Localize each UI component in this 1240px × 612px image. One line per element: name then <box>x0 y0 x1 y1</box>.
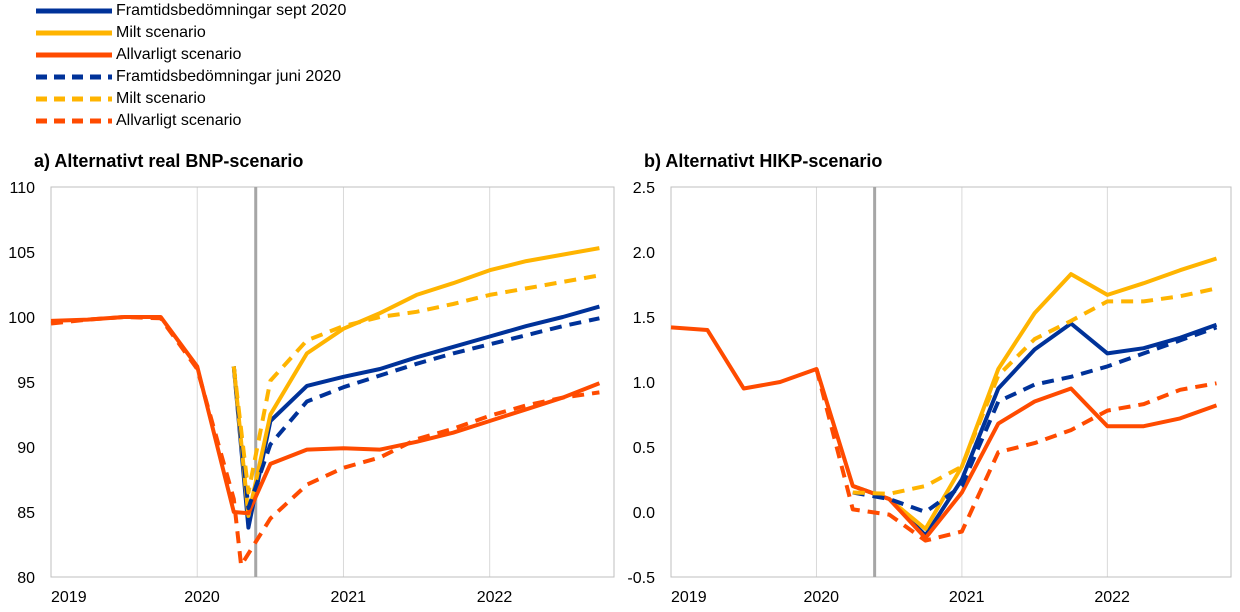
x-tick-label: 2022 <box>477 589 513 606</box>
x-tick-label: 2019 <box>51 589 87 606</box>
x-tick-label: 2021 <box>949 589 985 606</box>
series-line <box>50 315 601 516</box>
x-tick-label: 2021 <box>330 589 366 606</box>
legend-item: Framtidsbedömningar sept 2020 <box>34 0 346 22</box>
panel-b-title: b) Alternativt HIKP-scenario <box>644 151 882 171</box>
legend-item: Allvarligt scenario <box>34 44 241 66</box>
plot-frame <box>670 186 1232 578</box>
series-line <box>231 246 600 518</box>
series-line <box>50 315 600 568</box>
y-tick-label: 110 <box>9 180 35 197</box>
x-tick-label: 2019 <box>671 589 707 606</box>
series-line <box>670 325 1218 540</box>
legend-swatch <box>36 96 112 102</box>
legend-item: Allvarligt scenario <box>34 110 241 132</box>
y-tick-label: -0.5 <box>627 570 655 587</box>
series-line <box>852 321 1218 538</box>
x-tick-label: 2020 <box>803 589 839 606</box>
y-tick-label: 95 <box>17 375 35 392</box>
x-tick-label: 2022 <box>1094 589 1130 606</box>
series-line <box>231 304 600 530</box>
y-tick-label: 100 <box>8 310 35 327</box>
legend-label: Framtidsbedömningar sept 2020 <box>116 2 347 19</box>
y-tick-label: 1.5 <box>633 310 655 327</box>
series-line <box>852 256 1218 531</box>
legend-swatch <box>36 118 112 124</box>
y-tick-label: 0.0 <box>633 505 655 522</box>
chart-legend: Framtidsbedömningar sept 2020 Milt scenar… <box>34 0 454 140</box>
series-line <box>814 368 1217 543</box>
y-tick-label: 2.0 <box>633 245 655 262</box>
panel-b-plot: 2019 2020 2021 2022 -0.5 0.0 0.5 1.0 1.5 2.0 2.5 <box>627 180 1232 606</box>
legend-label: Allvarligt scenario <box>116 46 242 63</box>
legend-label: Milt scenario <box>116 90 206 107</box>
y-tick-label: 85 <box>17 505 35 522</box>
y-tick-label: 1.0 <box>633 375 655 392</box>
legend-swatch <box>36 30 112 36</box>
legend-label: Milt scenario <box>116 24 206 41</box>
series-line <box>852 286 1217 496</box>
y-tick-label: 0.5 <box>633 440 655 457</box>
legend-swatch <box>36 8 112 14</box>
panel-a-plot: 2019 2020 2021 2022 80 85 90 95 100 105 110 <box>8 180 615 606</box>
series-line <box>852 325 1218 514</box>
series-line <box>231 316 600 511</box>
legend-item: Framtidsbedömningar juni 2020 <box>34 66 341 88</box>
y-tick-label: 90 <box>17 440 35 457</box>
legend-label: Allvarligt scenario <box>116 112 242 129</box>
y-tick-label: 105 <box>8 245 35 262</box>
legend-label: Framtidsbedömningar juni 2020 <box>116 68 342 85</box>
y-tick-label: 2.5 <box>633 180 655 197</box>
legend-item: Milt scenario <box>34 22 206 44</box>
legend-swatch <box>36 74 112 80</box>
x-tick-label: 2020 <box>184 589 220 606</box>
y-tick-label: 80 <box>17 570 35 587</box>
panel-a-title: a) Alternativt real BNP-scenario <box>34 151 303 171</box>
legend-swatch <box>36 52 112 58</box>
plot-frame <box>50 186 615 578</box>
legend-item: Milt scenario <box>34 88 206 110</box>
series-line <box>231 273 600 495</box>
